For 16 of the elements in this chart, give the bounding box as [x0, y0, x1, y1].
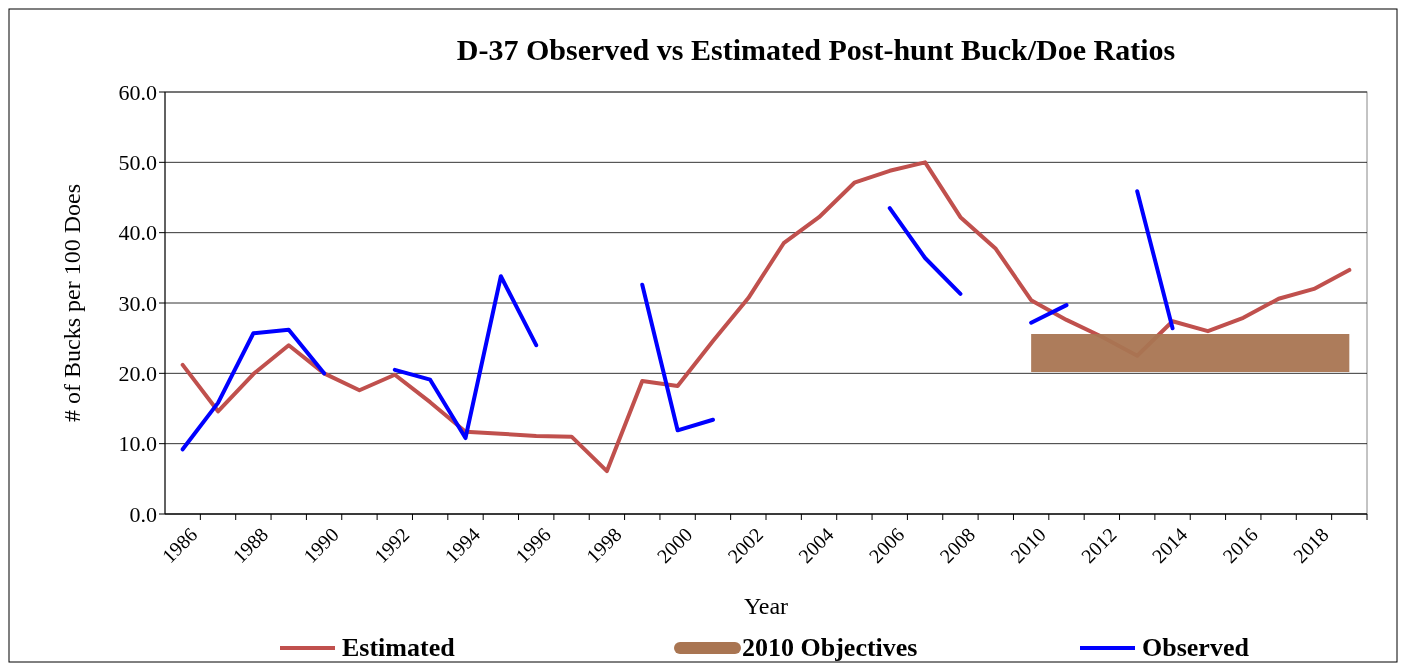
legend-label: Estimated [342, 633, 456, 662]
y-tick-label: 60.0 [118, 79, 157, 105]
y-tick-label: 20.0 [118, 361, 157, 387]
y-axis-title: # of Bucks per 100 Does [59, 184, 85, 422]
y-tick-label: 30.0 [118, 290, 157, 316]
x-tick-label: 1990 [298, 523, 343, 568]
x-tick-label: 1992 [369, 523, 414, 568]
y-tick-label: 0.0 [129, 501, 157, 527]
chart-title: D-37 Observed vs Estimated Post-hunt Buck/Doe Ratios [456, 33, 1176, 66]
y-tick-label: 40.0 [118, 220, 157, 246]
y-tick-label: 10.0 [118, 431, 157, 457]
legend-label: Observed [1142, 633, 1250, 662]
legend-label: 2010 Objectives [742, 633, 918, 662]
y-tick-label: 50.0 [118, 150, 157, 176]
x-axis-title: Year [743, 593, 789, 619]
line-series [180, 160, 1352, 474]
